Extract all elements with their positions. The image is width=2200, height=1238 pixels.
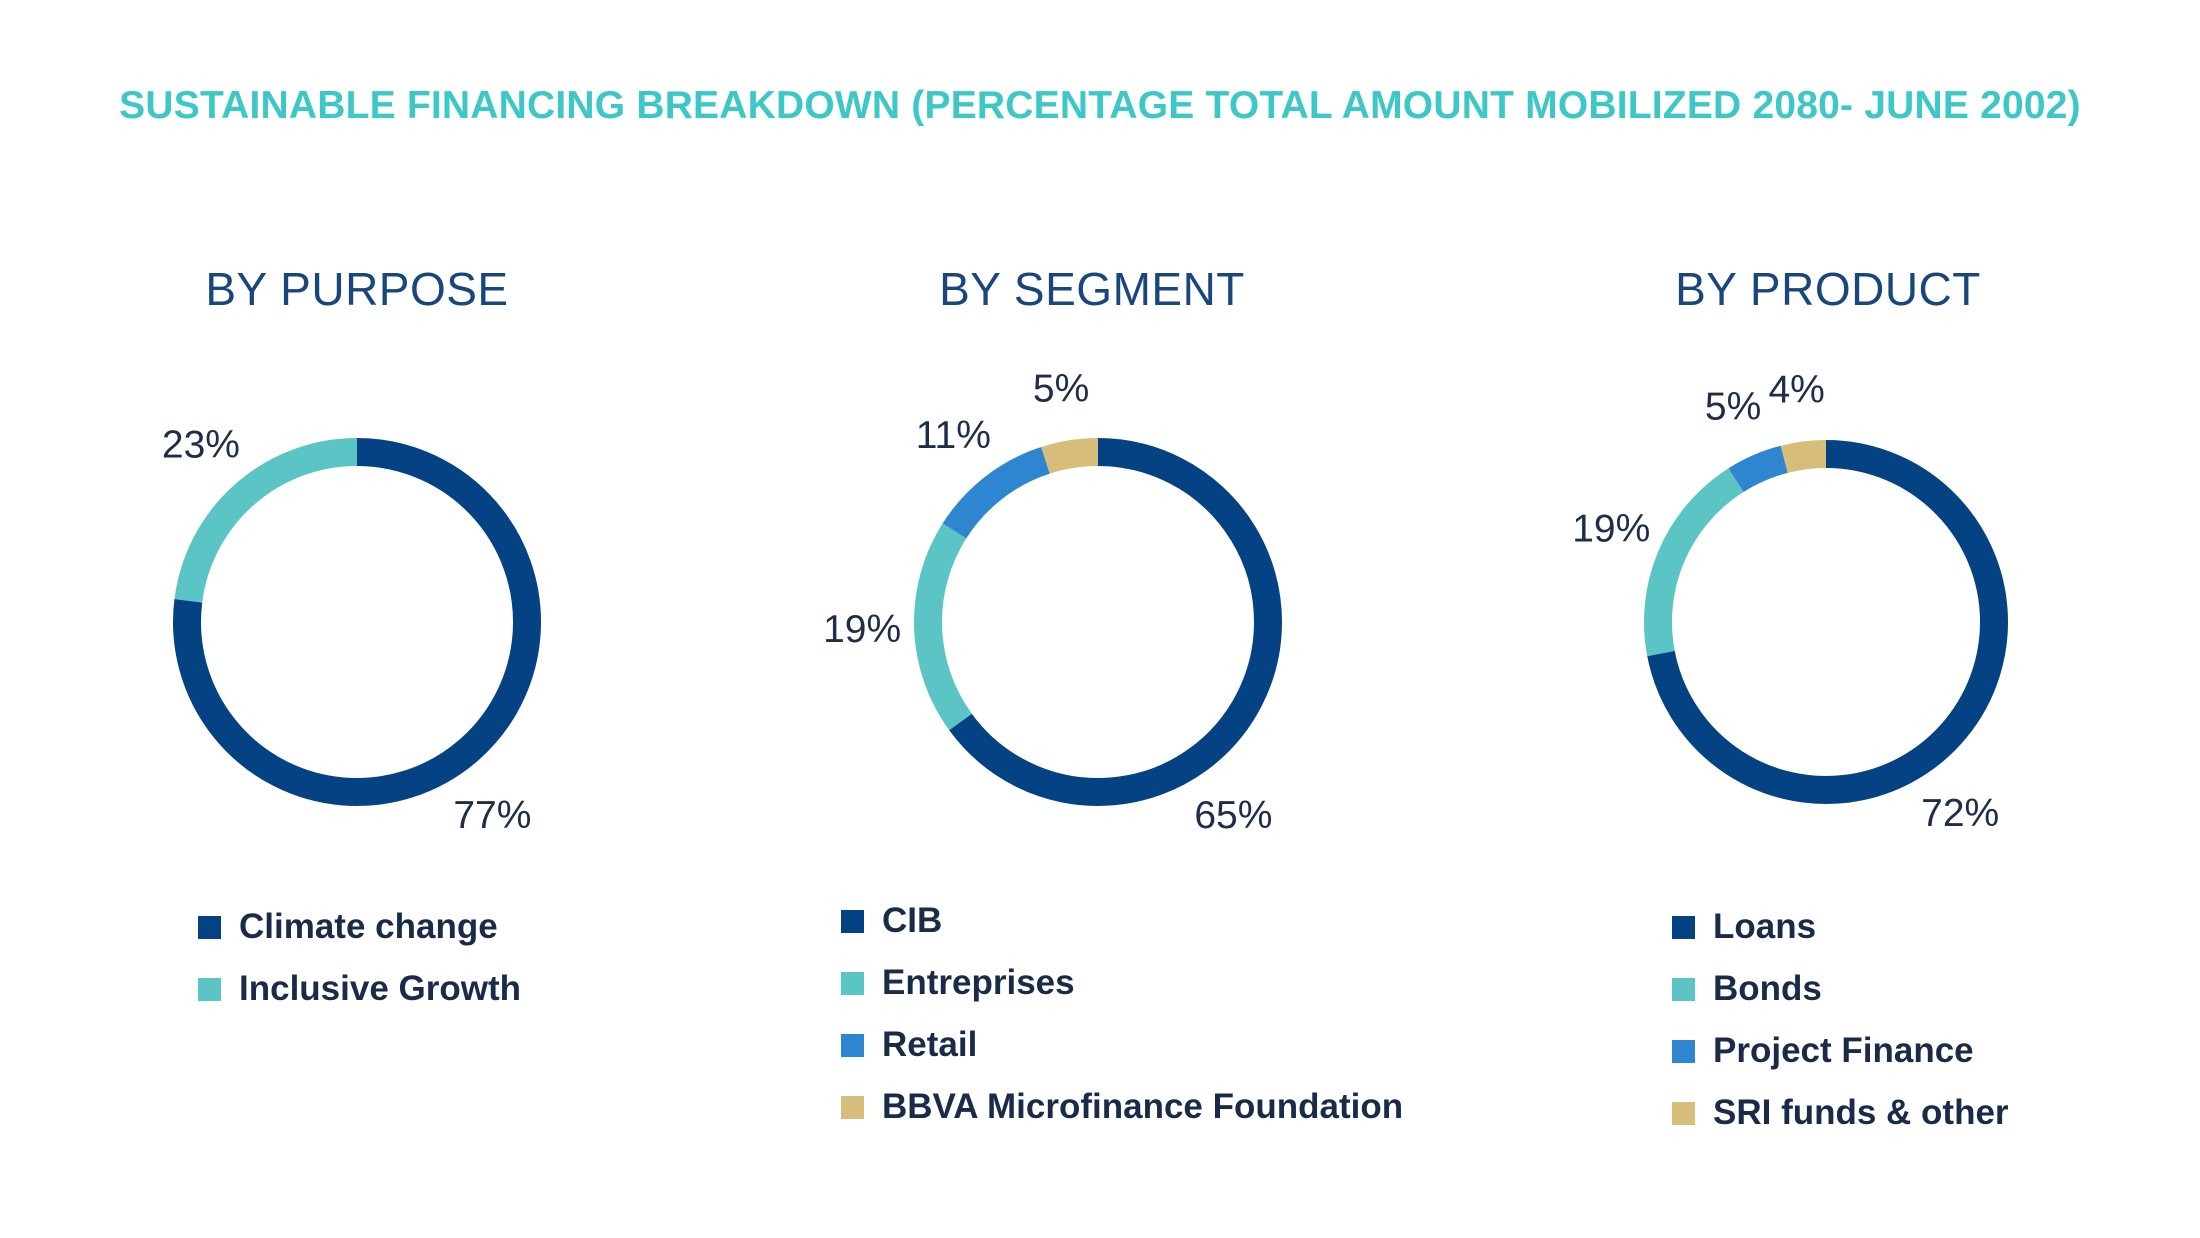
data-label-loans: 72% (1921, 792, 1999, 835)
data-label-climate-change: 77% (453, 794, 531, 837)
legend-label: Loans (1713, 907, 1817, 946)
legend-label: CIB (882, 901, 943, 940)
legend-by-segment: CIB Entreprises Retail BBVA Microfinance Fo… (841, 890, 1403, 1138)
donut-segment-retail (942, 447, 1051, 539)
chart-title-by-purpose: BY PURPOSE (205, 263, 509, 315)
chart-title-by-segment: BY SEGMENT (939, 263, 1245, 315)
donut-segment-project-finance (1728, 445, 1789, 493)
donut-segment-loans (1647, 440, 2008, 804)
legend-swatch (841, 971, 864, 995)
legend-item-retail: Retail (841, 1014, 1403, 1076)
legend-label: Bonds (1713, 969, 1822, 1008)
legend-swatch (841, 909, 864, 933)
data-label-bonds: 19% (1572, 508, 1650, 551)
legend-swatch (841, 1095, 864, 1119)
donut-segment-bonds (1644, 468, 1744, 657)
data-label-entreprises: 19% (823, 608, 901, 651)
donut-segment-climate-change (173, 438, 541, 806)
legend-label: Project Finance (1713, 1031, 1974, 1070)
legend-item-loans: Loans (1672, 896, 2009, 958)
donut-segment-inclusive-growth (174, 438, 358, 603)
legend-swatch (841, 1033, 864, 1057)
legend-swatch (198, 915, 221, 939)
chart-title-by-product: BY PRODUCT (1675, 263, 1981, 315)
legend-item-inclusive-growth: Inclusive Growth (198, 958, 521, 1020)
main-title: SUSTAINABLE FINANCING BREAKDOWN (PERCENT… (119, 84, 2081, 127)
legend-by-purpose: Climate change Inclusive Growth (198, 896, 521, 1020)
data-label-cib: 65% (1194, 794, 1272, 837)
donut-segment-entreprises (914, 523, 972, 731)
legend-item-cib: CIB (841, 890, 1403, 952)
legend-item-bonds: Bonds (1672, 958, 2009, 1020)
legend-swatch (1672, 1101, 1695, 1125)
legend-swatch (1672, 977, 1695, 1001)
legend-by-product: Loans Bonds Project Finance SRI funds & oth… (1672, 896, 2009, 1144)
legend-label: BBVA Microfinance Foundation (882, 1087, 1404, 1126)
legend-item-bbva-microfinance-foundation: BBVA Microfinance Foundation (841, 1076, 1403, 1138)
legend-swatch (198, 977, 221, 1001)
data-label-sri-funds-and-other: 4% (1768, 368, 1824, 411)
legend-label: Entreprises (882, 963, 1075, 1002)
legend-label: Retail (882, 1025, 978, 1064)
legend-item-project-finance: Project Finance (1672, 1020, 2009, 1082)
donut-segment-cib (949, 438, 1282, 806)
data-label-retail: 11% (916, 414, 991, 457)
donut-segment-sri-funds-and-other (1780, 440, 1827, 473)
legend-swatch (1672, 915, 1695, 939)
donut-segment-bbva-microfinance-foundation (1041, 438, 1099, 474)
legend-label: Inclusive Growth (239, 969, 521, 1008)
legend-item-entreprises: Entreprises (841, 952, 1403, 1014)
legend-swatch (1672, 1039, 1695, 1063)
data-label-project-finance: 5% (1705, 386, 1761, 429)
legend-label: Climate change (239, 907, 498, 946)
legend-item-sri-funds-and-other: SRI funds & other (1672, 1082, 2009, 1144)
data-label-inclusive-growth: 23% (162, 423, 240, 466)
legend-label: SRI funds & other (1713, 1093, 2009, 1132)
legend-item-climate-change: Climate change (198, 896, 521, 958)
data-label-bbva-microfinance-foundation: 5% (1033, 367, 1089, 410)
